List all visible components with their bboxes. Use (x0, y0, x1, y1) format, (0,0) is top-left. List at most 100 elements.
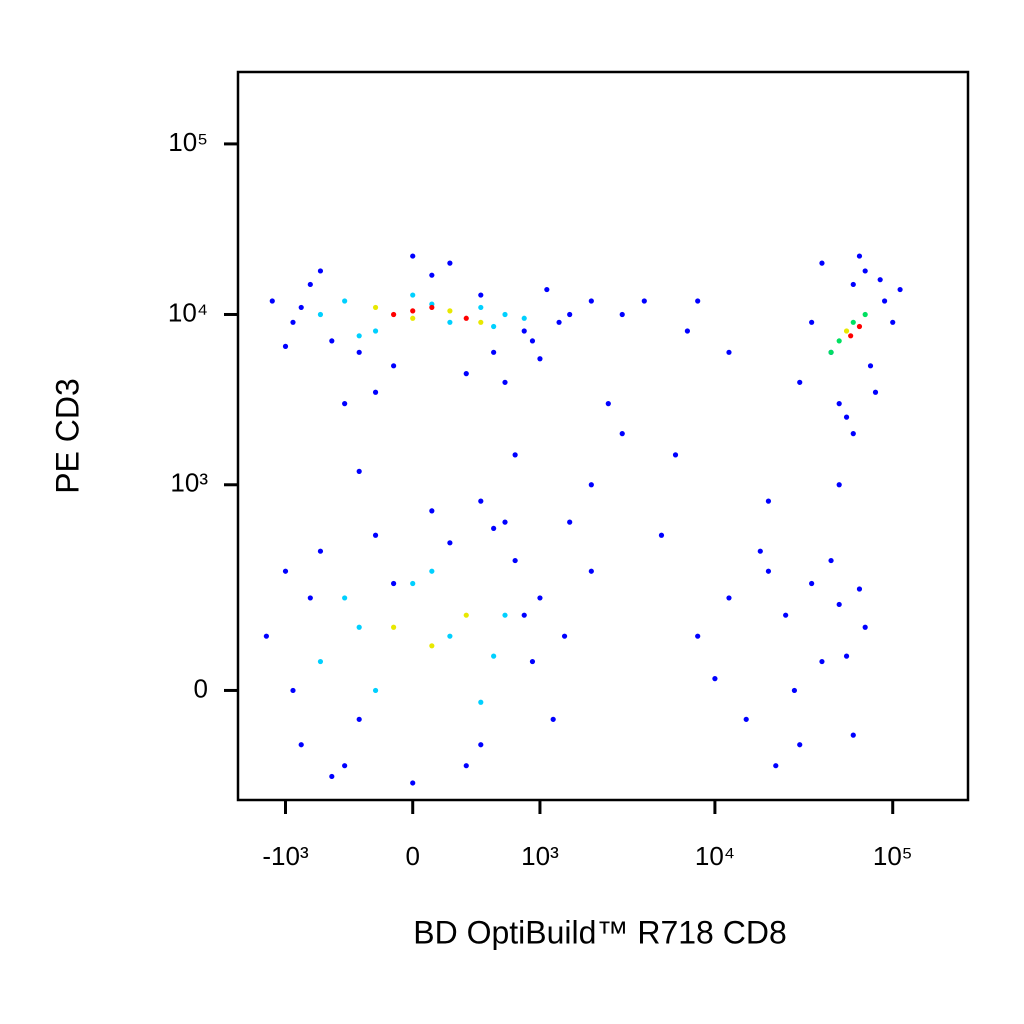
point (537, 595, 543, 601)
point (850, 319, 856, 325)
point (712, 676, 718, 682)
point (356, 468, 362, 474)
point (819, 260, 825, 266)
point (897, 286, 903, 293)
point (290, 319, 296, 325)
point (342, 401, 348, 407)
point (429, 643, 435, 649)
point (447, 633, 453, 639)
point (410, 780, 416, 786)
point (743, 716, 749, 722)
point (491, 525, 497, 532)
point (447, 319, 453, 325)
point (282, 568, 289, 574)
point (491, 653, 497, 659)
point (890, 319, 896, 325)
x-tick-label: 10⁴ (695, 841, 735, 871)
point (881, 298, 888, 304)
point (491, 323, 497, 330)
point (372, 687, 379, 694)
point (478, 498, 484, 504)
y-tick-label: 10⁴ (168, 297, 208, 327)
point (429, 508, 435, 514)
point (317, 311, 324, 318)
x-tick-label: 0 (405, 841, 419, 871)
point (502, 379, 508, 385)
point (684, 328, 690, 334)
point (269, 298, 275, 304)
point (521, 328, 527, 334)
point (410, 308, 416, 314)
point (478, 742, 484, 748)
point (862, 624, 868, 630)
point (658, 532, 665, 538)
point (502, 612, 508, 618)
point (491, 349, 497, 355)
point (797, 742, 803, 748)
point (463, 315, 469, 321)
point (447, 260, 453, 266)
point (410, 580, 416, 587)
point (391, 580, 397, 587)
point (561, 633, 568, 639)
point (567, 519, 573, 525)
y-tick-label: 10⁵ (168, 127, 208, 157)
point (372, 328, 379, 334)
point (317, 548, 324, 554)
point (544, 286, 550, 293)
x-tick-label: 10⁵ (873, 841, 913, 871)
point (521, 612, 527, 618)
point (429, 568, 435, 574)
point (856, 253, 863, 259)
point (478, 304, 484, 311)
point (862, 311, 868, 318)
point (329, 338, 335, 344)
point (836, 338, 842, 344)
point (391, 311, 397, 318)
point (726, 349, 732, 355)
point (537, 356, 543, 362)
point (342, 595, 348, 601)
point (843, 414, 850, 420)
point (872, 389, 879, 395)
point (605, 401, 611, 407)
point (550, 716, 556, 722)
point (342, 763, 348, 769)
point (695, 298, 701, 304)
point (356, 349, 362, 355)
point (329, 773, 335, 780)
point (342, 298, 348, 304)
x-tick-label: -10³ (262, 841, 309, 871)
point (862, 268, 868, 274)
point (478, 292, 484, 298)
point (356, 333, 362, 339)
x-axis-title: BD OptiBuild™ R718 CD8 (413, 914, 786, 950)
y-tick-label: 10³ (170, 468, 208, 498)
point (282, 343, 289, 349)
point (372, 532, 379, 538)
point (478, 319, 484, 325)
point (567, 311, 573, 318)
point (843, 653, 850, 659)
point (410, 315, 416, 321)
point (478, 699, 484, 705)
point (317, 658, 324, 665)
y-tick-label: 0 (194, 673, 208, 703)
point (828, 349, 834, 355)
point (850, 281, 856, 288)
plot-frame (236, 70, 970, 802)
point (529, 658, 536, 665)
point (809, 580, 815, 587)
point (836, 401, 842, 407)
point (463, 763, 469, 769)
point (783, 612, 789, 618)
point (765, 498, 772, 504)
point (588, 568, 594, 574)
point (529, 338, 536, 344)
point (836, 482, 842, 488)
point (298, 304, 304, 311)
point (447, 308, 453, 314)
x-tick-label: 10³ (521, 841, 559, 871)
point (836, 601, 842, 608)
